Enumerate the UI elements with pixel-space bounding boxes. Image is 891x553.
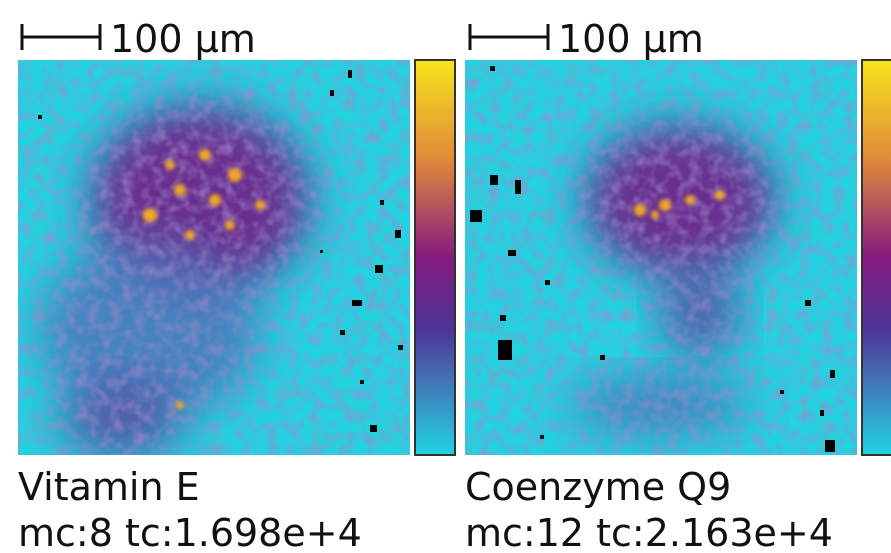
scale-bar bbox=[468, 24, 550, 50]
ion-image bbox=[465, 60, 857, 455]
colorbar bbox=[861, 59, 891, 456]
panel-stats: mc:12 tc:2.163e+4 bbox=[465, 511, 833, 553]
panel-label: Coenzyme Q9 bbox=[465, 465, 731, 509]
panel-stats: mc:8 tc:1.698e+4 bbox=[18, 511, 362, 553]
colorbar bbox=[414, 59, 456, 456]
scale-label: 100 µm bbox=[110, 17, 256, 61]
ion-image bbox=[18, 60, 410, 455]
panel: 100 µm Coenzyme Q9 mc:12 tc:2.163e+4 bbox=[465, 17, 891, 553]
panel-label: Vitamin E bbox=[18, 465, 200, 509]
scale-label: 100 µm bbox=[558, 17, 704, 61]
panel: 100 µm Vitamin E mc:8 tc:1.698e+4 bbox=[18, 17, 456, 553]
scale-bar bbox=[20, 24, 102, 50]
